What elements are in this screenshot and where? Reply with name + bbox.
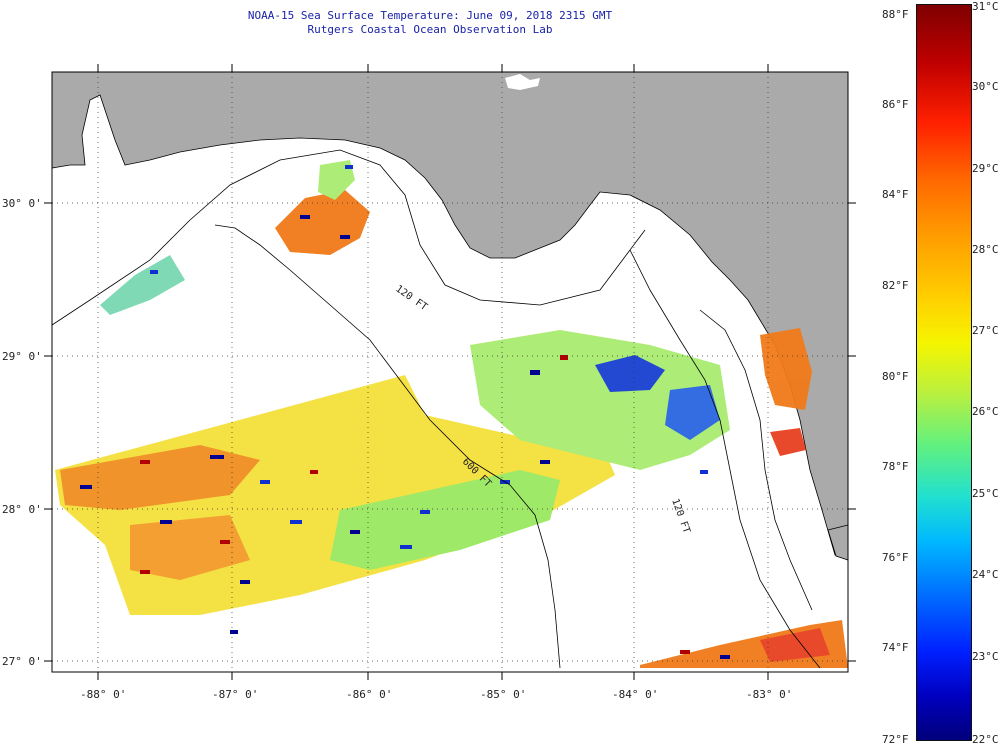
sst-tampa-red: [770, 428, 806, 456]
sst-bigbend-blue-2: [665, 385, 720, 440]
isobath-lines: [51, 149, 821, 669]
map-title: NOAA-15 Sea Surface Temperature: June 09…: [180, 9, 680, 37]
colorbar-f-82: 82°F: [882, 279, 909, 292]
speckle: [140, 460, 150, 464]
sst-west-patch-green: [100, 255, 185, 315]
sst-swath-orange-mid: [130, 515, 250, 580]
speckle: [310, 470, 318, 474]
isobath-120ft-east: [629, 249, 821, 669]
speckle: [210, 455, 224, 459]
speckle: [350, 530, 360, 534]
colorbar-c-31: 31°C: [972, 0, 999, 13]
lon-label-87: -87° 0': [212, 688, 258, 701]
graticule: [52, 72, 848, 672]
speckle: [290, 520, 302, 524]
speckle: [560, 355, 568, 360]
lat-label-29: 29° 0': [2, 350, 42, 363]
lon-label-88: -88° 0': [80, 688, 126, 701]
colorbar-c-30: 30°C: [972, 80, 999, 93]
speckle: [340, 235, 350, 239]
colorbar-c-27: 27°C: [972, 324, 999, 337]
speckle: [80, 485, 92, 489]
speckle: [700, 470, 708, 474]
lat-label-28: 28° 0': [2, 503, 42, 516]
lon-label-84: -84° 0': [612, 688, 658, 701]
lon-label-83: -83° 0': [746, 688, 792, 701]
sst-bigbend-patch: [470, 330, 730, 470]
speckle: [150, 270, 158, 274]
speckle: [220, 540, 230, 544]
land-white-lakes: [505, 74, 540, 90]
sst-swath-green: [330, 470, 560, 570]
temperature-colorbar: [916, 4, 972, 741]
title-line-1: NOAA-15 Sea Surface Temperature: June 09…: [247, 9, 613, 22]
colorbar-c-28: 28°C: [972, 243, 999, 256]
speckle: [400, 545, 412, 549]
colorbar-c-23: 23°C: [972, 650, 999, 663]
lat-label-30: 30° 0': [2, 197, 42, 210]
isobath-120ft-north: [51, 149, 646, 326]
isobath-label-north: 120 FT: [393, 283, 429, 313]
sst-north-patch-green: [318, 160, 355, 200]
speckle: [300, 215, 310, 219]
lon-label-85: -85° 0': [480, 688, 526, 701]
sst-speckles: [80, 165, 730, 659]
colorbar-f-74: 74°F: [882, 641, 909, 654]
colorbar-c-25: 25°C: [972, 487, 999, 500]
colorbar-c-24: 24°C: [972, 568, 999, 581]
colorbar-c-22: 22°C: [972, 733, 999, 746]
title-line-2: Rutgers Coastal Ocean Observation Lab: [307, 23, 553, 36]
colorbar-f-80: 80°F: [882, 370, 909, 383]
colorbar-f-78: 78°F: [882, 460, 909, 473]
sst-nw-patch-orange: [275, 190, 370, 255]
isobath-600ft: [214, 224, 561, 669]
speckle: [420, 510, 430, 514]
map-frame: [51, 71, 849, 673]
sst-southeast-red: [760, 628, 830, 662]
colorbar-f-86: 86°F: [882, 98, 909, 111]
colorbar-c-26: 26°C: [972, 405, 999, 418]
speckle: [540, 460, 550, 464]
colorbar-f-72: 72°F: [882, 733, 909, 746]
speckle: [260, 480, 270, 484]
speckle: [345, 165, 353, 169]
sst-tampa-coast: [760, 328, 812, 410]
speckle: [160, 520, 172, 524]
colorbar-f-84: 84°F: [882, 188, 909, 201]
tick-marks: [44, 64, 856, 680]
speckle: [240, 580, 250, 584]
colorbar-f-88: 88°F: [882, 8, 909, 21]
sst-swath-orange-west: [60, 445, 260, 510]
colorbar-c-29: 29°C: [972, 162, 999, 175]
isobath-label-east: 120 FT: [669, 497, 692, 535]
sst-bigbend-blue: [595, 355, 665, 392]
sst-patches: [55, 160, 848, 668]
speckle: [720, 655, 730, 659]
colorbar-f-76: 76°F: [882, 551, 909, 564]
lon-label-86: -86° 0': [346, 688, 392, 701]
speckle: [530, 370, 540, 375]
isobath-coast-shelf: [699, 309, 813, 611]
lat-label-27: 27° 0': [2, 655, 42, 668]
speckle: [680, 650, 690, 654]
speckle: [230, 630, 238, 634]
speckle: [140, 570, 150, 574]
